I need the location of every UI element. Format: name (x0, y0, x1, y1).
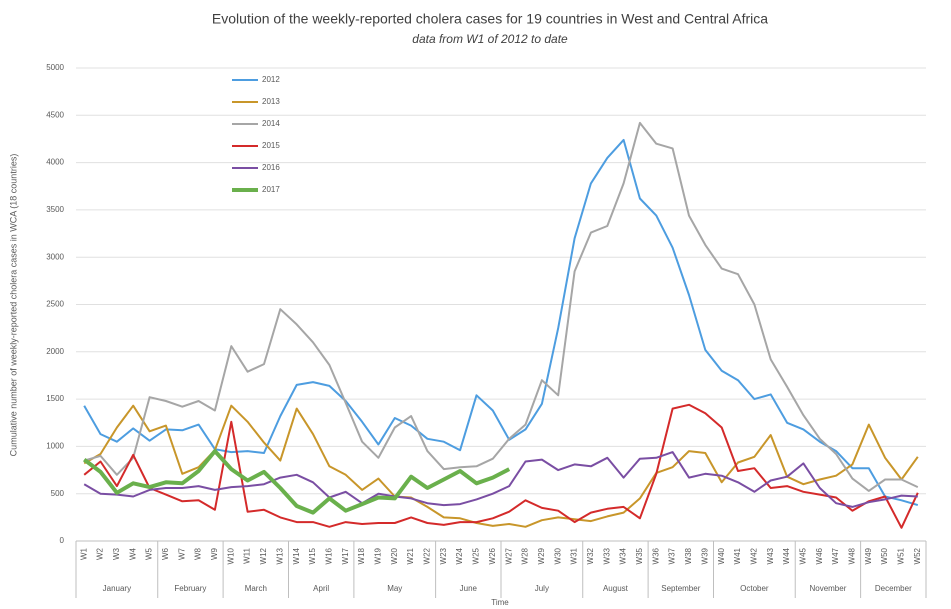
series-line (83, 138, 919, 507)
x-tick-label: W52 (913, 547, 922, 564)
x-tick-label: W51 (897, 547, 906, 564)
y-tick-label: 0 (60, 536, 65, 545)
x-tick-label: W30 (553, 547, 562, 564)
x-tick-label: W22 (423, 547, 432, 564)
x-tick-label: W2 (96, 547, 105, 560)
group-label: May (387, 584, 402, 593)
legend-label: 2013 (262, 97, 280, 106)
y-tick-label: 2500 (46, 300, 64, 309)
x-tick-label: W32 (586, 547, 595, 564)
legend-label: 2014 (262, 119, 280, 128)
x-tick-label: W45 (799, 547, 808, 564)
y-tick-label: 4500 (46, 110, 64, 119)
x-tick-label: W10 (226, 547, 235, 564)
y-axis-title: Cumulative number of weekly-reported cho… (8, 154, 18, 457)
series-line (83, 121, 919, 492)
x-tick-label: W9 (210, 547, 219, 560)
x-tick-label: W19 (374, 547, 383, 564)
x-tick-label: W29 (537, 547, 546, 564)
x-tick-label: W8 (194, 547, 203, 560)
x-tick-label: W47 (831, 547, 840, 564)
x-axis-title: Time (491, 598, 509, 607)
x-tick-label: W4 (128, 547, 137, 560)
group-label: March (245, 584, 267, 593)
x-tick-label: W38 (684, 547, 693, 564)
x-tick-label: W31 (570, 547, 579, 564)
x-tick-label: W24 (455, 547, 464, 564)
series-line (83, 403, 919, 529)
x-tick-label: W46 (815, 547, 824, 564)
x-tick-label: W50 (880, 547, 889, 564)
x-tick-label: W14 (292, 547, 301, 564)
x-tick-label: W13 (275, 547, 284, 564)
group-label: December (875, 584, 912, 593)
x-tick-label: W44 (782, 547, 791, 564)
series-line (83, 404, 919, 528)
legend-label: 2017 (262, 185, 280, 194)
x-tick-label: W3 (112, 547, 121, 560)
group-label: August (603, 584, 629, 593)
x-tick-label: W48 (848, 547, 857, 564)
x-tick-label: W1 (79, 547, 88, 560)
group-label: October (740, 584, 769, 593)
x-tick-label: W42 (749, 547, 758, 564)
group-label: June (460, 584, 478, 593)
y-tick-label: 5000 (46, 63, 64, 72)
x-tick-label: W37 (668, 547, 677, 564)
legend-label: 2015 (262, 141, 280, 150)
x-tick-label: W25 (472, 547, 481, 564)
y-tick-label: 3000 (46, 252, 64, 261)
y-tick-label: 1000 (46, 442, 64, 451)
chart-title: Evolution of the weekly-reported cholera… (212, 11, 768, 27)
group-label: February (174, 584, 206, 593)
x-tick-label: W27 (504, 547, 513, 564)
x-tick-label: W34 (619, 547, 628, 564)
x-tick-label: W15 (308, 547, 317, 564)
x-tick-label: W20 (390, 547, 399, 564)
x-tick-label: W43 (766, 547, 775, 564)
series-line (83, 451, 918, 508)
x-tick-label: W41 (733, 547, 742, 564)
legend-label: 2012 (262, 75, 280, 84)
y-tick-label: 4000 (46, 158, 64, 167)
legend-label: 2016 (262, 163, 280, 172)
group-label: April (313, 584, 329, 593)
group-label: November (809, 584, 846, 593)
x-tick-label: W23 (439, 547, 448, 564)
y-tick-label: 1500 (46, 394, 64, 403)
x-tick-label: W39 (700, 547, 709, 564)
group-label: September (661, 584, 700, 593)
x-tick-label: W35 (635, 547, 644, 564)
x-tick-label: W21 (406, 547, 415, 564)
x-tick-label: W26 (488, 547, 497, 564)
x-tick-label: W18 (357, 547, 366, 564)
x-tick-label: W12 (259, 547, 268, 564)
x-tick-label: W17 (341, 547, 350, 564)
x-tick-label: W33 (602, 547, 611, 564)
x-tick-label: W7 (177, 547, 186, 560)
y-tick-label: 500 (51, 489, 65, 498)
x-tick-label: W11 (243, 547, 252, 563)
y-tick-label: 3500 (46, 205, 64, 214)
x-tick-label: W5 (145, 547, 154, 560)
x-tick-label: W40 (717, 547, 726, 564)
x-tick-label: W6 (161, 547, 170, 560)
chart-subtitle: data from W1 of 2012 to date (412, 32, 568, 46)
series-line (82, 449, 511, 515)
x-tick-label: W49 (864, 547, 873, 564)
x-tick-label: W16 (324, 547, 333, 564)
x-tick-label: W28 (521, 547, 530, 564)
group-label: July (535, 584, 549, 593)
group-label: January (103, 584, 131, 593)
x-tick-label: W36 (651, 547, 660, 564)
y-tick-label: 2000 (46, 347, 64, 356)
